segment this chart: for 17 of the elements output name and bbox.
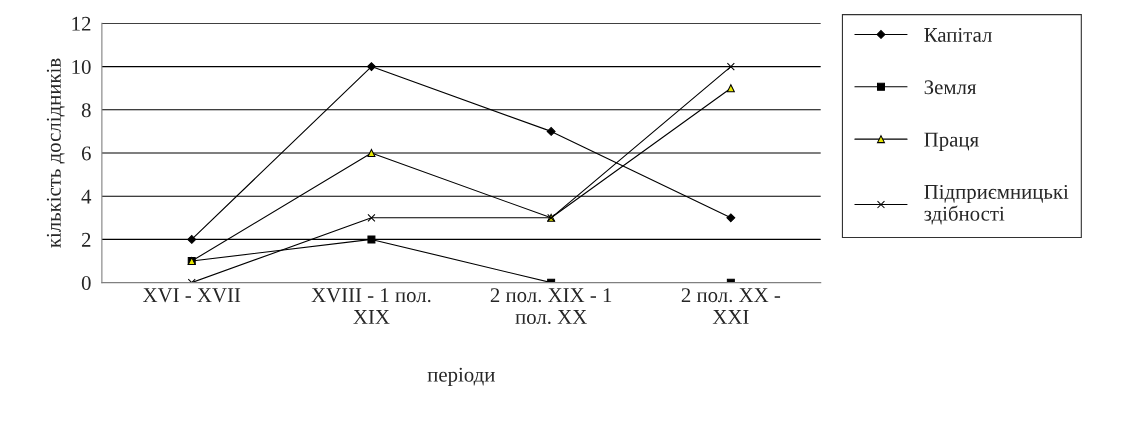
legend-label: Земля (924, 80, 977, 95)
y-tick-label: 2 (81, 232, 91, 247)
legend-label: Підприємницькі здібності (924, 184, 1069, 225)
y-tick-label: 6 (81, 146, 91, 161)
y-tick-label: 12 (72, 16, 91, 31)
y-tick-label: 4 (81, 189, 92, 204)
y-tick-label: 10 (72, 59, 91, 75)
x-tick-label: 2 пол. XX - XXI (681, 288, 781, 324)
y-tick-label: 8 (81, 103, 91, 118)
legend-label: Капітал (924, 27, 992, 42)
x-tick-label: XVI - XVII (143, 288, 241, 303)
y-tick-label: 0 (81, 276, 91, 291)
x-axis-title: періоди (427, 367, 495, 386)
x-tick-label: XVIII - 1 пол. XIX (311, 288, 431, 324)
y-axis-title: кількість дослідників (46, 58, 65, 248)
x-tick-label: 2 пол. XIX - 1 пол. XX (490, 288, 612, 325)
legend-label: Праця (924, 132, 979, 151)
